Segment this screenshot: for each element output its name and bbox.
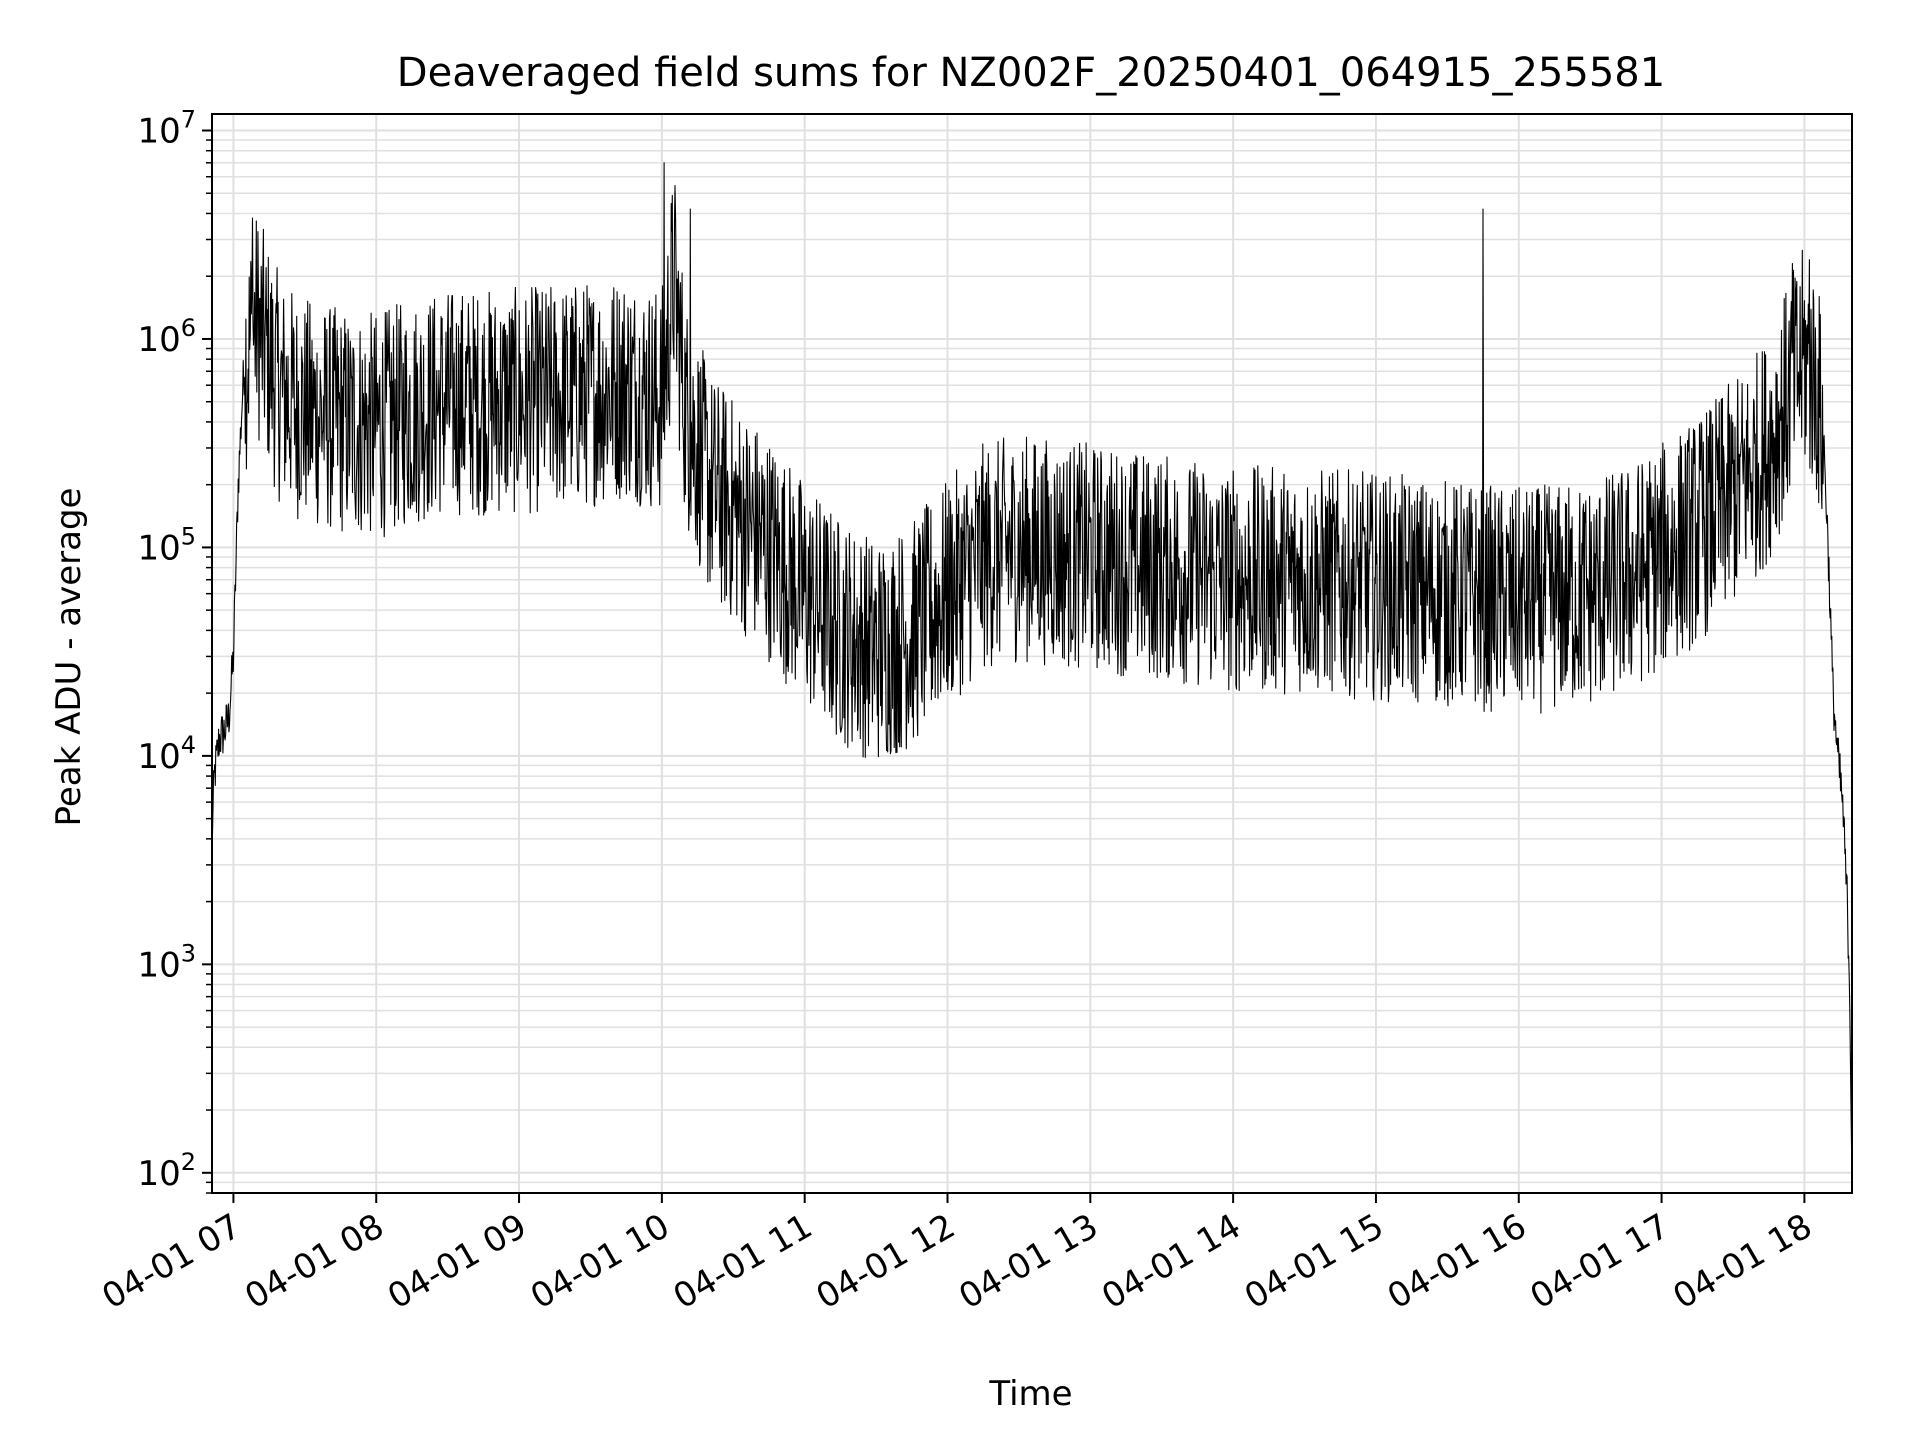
y-tick-base: 10 xyxy=(137,737,180,777)
x-axis-label: Time xyxy=(988,1374,1072,1414)
y-tick-exponent: 6 xyxy=(181,314,196,342)
grid xyxy=(212,114,1852,1194)
plot-frame xyxy=(211,113,1853,1194)
y-tick-label: 107 xyxy=(137,106,196,152)
y-tick-exponent: 4 xyxy=(181,731,196,759)
y-tick-base: 10 xyxy=(137,1154,180,1194)
chart-title: Deaveraged field sums for NZ002F_2025040… xyxy=(397,50,1665,96)
y-tick-base: 10 xyxy=(137,112,180,152)
y-tick-base: 10 xyxy=(137,320,180,360)
series-line xyxy=(211,162,1853,1175)
y-tick-base: 10 xyxy=(137,528,180,568)
y-tick-label: 103 xyxy=(137,939,196,985)
y-tick-exponent: 2 xyxy=(181,1148,196,1176)
y-tick-exponent: 3 xyxy=(181,939,196,967)
y-axis-label: Peak ADU - average xyxy=(49,488,89,827)
y-tick-exponent: 5 xyxy=(181,522,196,550)
series-group xyxy=(211,162,1853,1175)
y-tick-label: 104 xyxy=(137,731,196,777)
y-tick-label: 102 xyxy=(137,1148,196,1194)
y-tick-base: 10 xyxy=(137,945,180,985)
y-tick-label: 106 xyxy=(137,314,196,360)
y-tick-exponent: 7 xyxy=(181,106,196,134)
y-tick-label: 105 xyxy=(137,522,196,568)
